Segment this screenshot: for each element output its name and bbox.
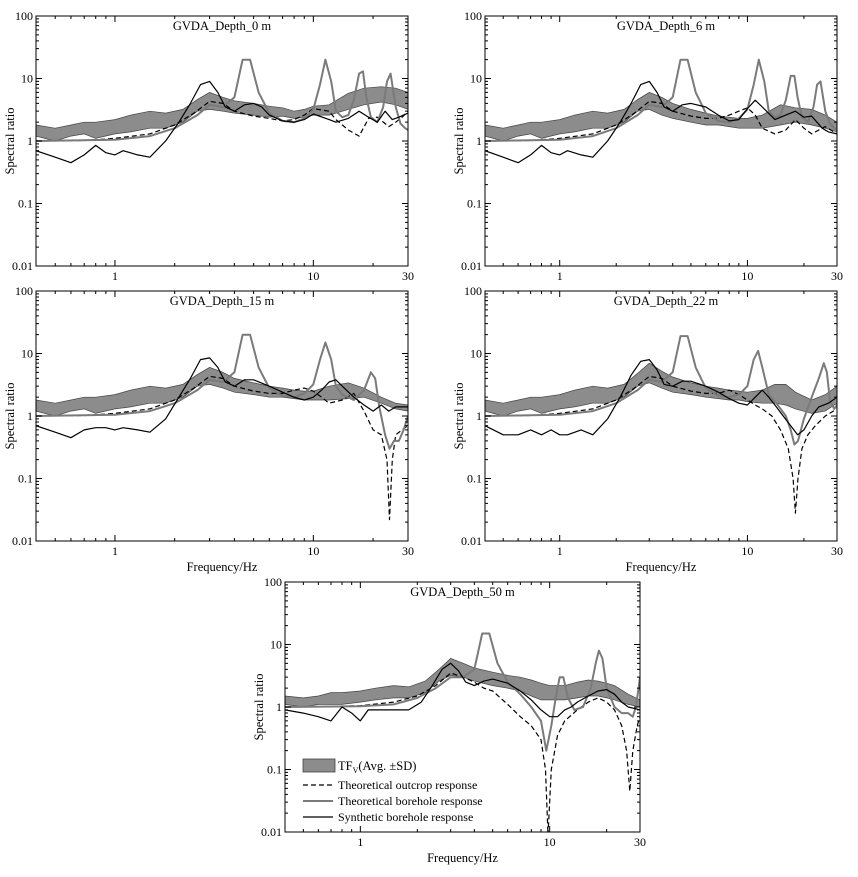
panel-title: GVDA_Depth_0 m bbox=[173, 19, 272, 33]
y-tick-label: 0.01 bbox=[461, 259, 482, 273]
y-tick-label: 100 bbox=[264, 575, 282, 589]
theoretical-borehole-line bbox=[36, 58, 408, 142]
axis-ticks bbox=[484, 15, 838, 267]
y-axis-label: Spectral ratio bbox=[452, 383, 466, 450]
x-tick-label: 1 bbox=[357, 835, 363, 849]
legend-dashed-label: Theoretical outcrop response bbox=[338, 778, 477, 792]
x-tick-label: 30 bbox=[402, 269, 414, 283]
x-axis-label: Frequency/Hz bbox=[427, 851, 498, 865]
x-axis-label: Frequency/Hz bbox=[626, 560, 697, 574]
x-tick-label: 30 bbox=[831, 269, 843, 283]
y-axis-label: Spectral ratio bbox=[3, 108, 17, 175]
y-tick-label: 0.01 bbox=[12, 534, 33, 548]
x-tick-label: 30 bbox=[402, 544, 414, 558]
outcrop-response-line bbox=[485, 375, 837, 514]
y-tick-label: 0.01 bbox=[261, 825, 282, 839]
x-tick-label: 10 bbox=[741, 269, 753, 283]
x-tick-label: 1 bbox=[557, 544, 563, 558]
y-tick-label: 10 bbox=[21, 72, 33, 86]
axis-ticks bbox=[35, 15, 409, 267]
axis-ticks bbox=[484, 290, 838, 542]
y-tick-label: 1 bbox=[27, 134, 33, 148]
panels-container: 0.01 0.1 1 10 100 1 10 30 GVDA_Depth_0 m Spectral… bbox=[3, 9, 843, 865]
y-axis-label: Spectral ratio bbox=[3, 383, 17, 450]
synthetic-borehole-line bbox=[36, 357, 408, 439]
chart-panel-2: 0.01 0.1 1 10 100 1 10 30 GVDA_Depth_15 m Spectra… bbox=[3, 284, 414, 574]
x-tick-label: 1 bbox=[557, 269, 563, 283]
panel-title: GVDA_Depth_50 m bbox=[410, 585, 515, 599]
tfv-band bbox=[36, 367, 408, 417]
outcrop-response-line bbox=[285, 672, 640, 832]
y-tick-label: 0.1 bbox=[18, 197, 33, 211]
plot-area bbox=[485, 58, 837, 164]
plot-area bbox=[36, 333, 408, 521]
legend-band-swatch bbox=[302, 758, 336, 773]
x-tick-label: 10 bbox=[307, 269, 319, 283]
y-tick-label: 100 bbox=[15, 284, 33, 298]
theoretical-borehole-line bbox=[285, 632, 640, 752]
x-tick-label: 30 bbox=[831, 544, 843, 558]
theoretical-borehole-line bbox=[485, 335, 837, 446]
chart-panel-3: 0.01 0.1 1 10 100 1 10 30 GVDA_Depth_22 m Spectra… bbox=[452, 284, 843, 574]
y-tick-label: 0.1 bbox=[267, 763, 282, 777]
legend: TFV(Avg. ±SD) Theoretical outcrop respon… bbox=[302, 758, 483, 824]
tfv-band bbox=[485, 92, 837, 142]
x-axis-label: Frequency/Hz bbox=[187, 560, 258, 574]
plot-area bbox=[485, 335, 837, 514]
y-tick-label: 1 bbox=[476, 409, 482, 423]
y-axis-label: Spectral ratio bbox=[252, 674, 266, 741]
x-tick-label: 10 bbox=[544, 835, 556, 849]
y-tick-label: 0.1 bbox=[18, 472, 33, 486]
tfv-band bbox=[285, 657, 640, 708]
theoretical-borehole-line bbox=[36, 333, 408, 450]
chart-panel-0: 0.01 0.1 1 10 100 1 10 30 GVDA_Depth_0 m Spectral… bbox=[3, 9, 414, 283]
chart-panel-4: 0.01 0.1 1 10 100 1 10 30 GVDA_Depth_50 m Spectra… bbox=[252, 575, 646, 865]
y-tick-label: 0.1 bbox=[467, 197, 482, 211]
synthetic-borehole-line bbox=[485, 80, 837, 164]
x-tick-label: 10 bbox=[307, 544, 319, 558]
legend-band-label: TFV(Avg. ±SD) bbox=[338, 759, 416, 775]
x-tick-label: 30 bbox=[634, 835, 646, 849]
legend-solid-label: Synthetic borehole response bbox=[338, 810, 473, 824]
synthetic-borehole-line bbox=[36, 80, 408, 164]
tfv-band bbox=[36, 86, 408, 142]
tfv-band bbox=[485, 362, 837, 417]
y-tick-label: 100 bbox=[464, 9, 482, 23]
outcrop-response-line bbox=[36, 375, 408, 521]
y-tick-label: 10 bbox=[470, 72, 482, 86]
y-tick-label: 10 bbox=[270, 638, 282, 652]
plot-area bbox=[36, 58, 408, 164]
outcrop-response-line bbox=[485, 100, 837, 142]
y-tick-label: 0.01 bbox=[461, 534, 482, 548]
y-tick-label: 0.01 bbox=[12, 259, 33, 273]
y-tick-label: 0.1 bbox=[467, 472, 482, 486]
panel-title: GVDA_Depth_15 m bbox=[170, 294, 275, 308]
x-tick-label: 10 bbox=[741, 544, 753, 558]
axis-ticks bbox=[284, 581, 641, 833]
axis-ticks bbox=[35, 290, 409, 542]
legend-gray-label: Theoretical borehole response bbox=[338, 794, 483, 808]
theoretical-borehole-line bbox=[485, 58, 837, 142]
panel-title: GVDA_Depth_6 m bbox=[617, 19, 716, 33]
chart-panel-1: 0.01 0.1 1 10 100 1 10 30 GVDA_Depth_6 m Spectral… bbox=[452, 9, 843, 283]
panel-title: GVDA_Depth_22 m bbox=[614, 294, 719, 308]
y-tick-label: 1 bbox=[476, 134, 482, 148]
y-tick-label: 10 bbox=[21, 347, 33, 361]
plot-area bbox=[285, 632, 640, 832]
y-tick-label: 1 bbox=[27, 409, 33, 423]
x-tick-label: 1 bbox=[112, 269, 118, 283]
y-tick-label: 100 bbox=[15, 9, 33, 23]
y-tick-label: 100 bbox=[464, 284, 482, 298]
x-tick-label: 1 bbox=[112, 544, 118, 558]
y-tick-label: 1 bbox=[276, 700, 282, 714]
outcrop-response-line bbox=[36, 100, 408, 142]
synthetic-borehole-line bbox=[485, 359, 837, 436]
synthetic-borehole-line bbox=[285, 662, 640, 722]
y-tick-label: 10 bbox=[470, 347, 482, 361]
y-axis-label: Spectral ratio bbox=[452, 108, 466, 175]
